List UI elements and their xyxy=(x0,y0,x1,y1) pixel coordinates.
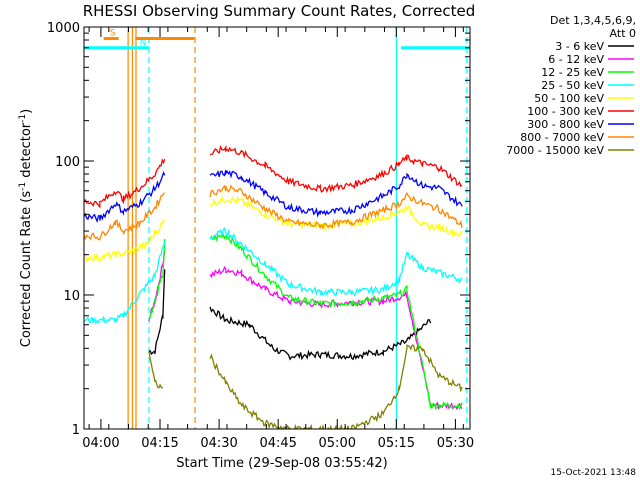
legend-header: Det 1,3,4,5,6,9, xyxy=(550,14,636,27)
chart-title: RHESSI Observing Summary Count Rates, Co… xyxy=(83,2,476,20)
y-tick-label: 10 xyxy=(63,289,80,304)
series-line xyxy=(84,227,463,325)
x-axis-label: Start Time (29-Sep-08 03:55:42) xyxy=(176,456,387,471)
series-line xyxy=(84,184,463,241)
y-axis-label: Corrected Count Rate (s-1 detector-1) xyxy=(18,109,34,347)
footer-date: 15-Oct-2021 13:48 xyxy=(551,468,637,478)
series-line xyxy=(148,269,432,361)
y-tick-label: 100 xyxy=(55,155,80,170)
legend-entry-label: 100 - 300 keV xyxy=(527,105,604,118)
series-line xyxy=(148,344,463,429)
y-axis: 1 10 100 1000 xyxy=(47,21,470,438)
series-line xyxy=(84,144,463,209)
series-line xyxy=(84,195,463,263)
flag-label: N xyxy=(140,38,147,48)
x-tick-label: 04:45 xyxy=(259,436,296,451)
legend-entry-label: 7000 - 15000 keV xyxy=(506,144,604,157)
x-tick-label: 04:00 xyxy=(82,436,119,451)
legend-entry-label: 300 - 800 keV xyxy=(527,118,604,131)
legend-entry-label: 6 - 12 keV xyxy=(548,53,604,66)
x-tick-label: 05:00 xyxy=(319,436,356,451)
legend-entry-label: 25 - 50 keV xyxy=(541,79,604,92)
x-tick-label: 05:15 xyxy=(378,436,415,451)
flag-label: S xyxy=(110,29,116,39)
series-line xyxy=(148,233,463,410)
x-tick-label: 04:15 xyxy=(141,436,178,451)
series-line xyxy=(84,169,463,224)
y-tick-label: 1000 xyxy=(47,21,80,36)
legend-entry-label: 50 - 100 keV xyxy=(534,92,604,105)
x-tick-label: 05:30 xyxy=(437,436,474,451)
series-lines xyxy=(84,144,463,429)
legend-header: Att 0 xyxy=(610,27,636,40)
legend-entry-label: 12 - 25 keV xyxy=(541,66,604,79)
plot-frame xyxy=(83,26,471,430)
x-tick-label: 04:30 xyxy=(200,436,237,451)
legend-entry-label: 3 - 6 keV xyxy=(555,40,604,53)
flag-markers: SN xyxy=(84,29,470,50)
legend-entry-label: 800 - 7000 keV xyxy=(520,131,604,144)
x-axis: 04:00 04:15 04:30 04:45 05:00 05:15 05:30 xyxy=(82,27,474,451)
y-tick-label: 1 xyxy=(72,423,80,438)
annotation-lines xyxy=(127,27,468,429)
